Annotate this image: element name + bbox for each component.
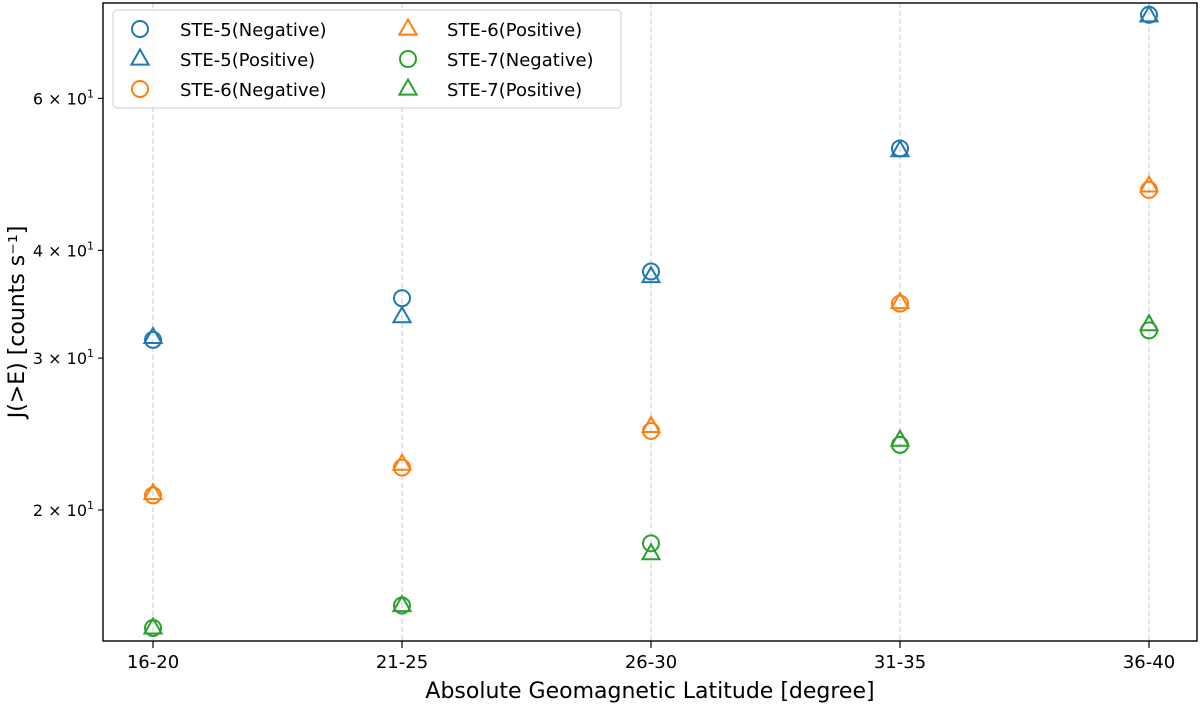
y-axis-label: J(>E) [counts s⁻¹] — [5, 226, 30, 421]
y-tick-label: 6 × 101 — [33, 87, 94, 108]
legend-marker-triangle — [397, 17, 419, 36]
legend-marker-circle — [131, 20, 149, 38]
x-tick-label: 36-40 — [1123, 652, 1175, 673]
y-tick-label: 4 × 101 — [33, 239, 94, 260]
data-point-circle — [144, 330, 162, 349]
legend-marker-triangle — [397, 77, 419, 96]
data-point-triangle — [142, 616, 164, 635]
legend-marker-circle — [131, 80, 149, 98]
data-point-triangle — [889, 428, 911, 447]
data-point-triangle — [391, 452, 413, 471]
y-tick-label: 3 × 101 — [33, 347, 94, 368]
legend-label: STE-7(Negative) — [447, 50, 594, 71]
data-point-triangle — [391, 305, 413, 324]
data-point-circle — [891, 294, 909, 313]
data-point-circle — [642, 534, 660, 553]
legend-label: STE-5(Positive) — [180, 50, 315, 71]
x-tick-label: 31-35 — [874, 652, 926, 673]
data-point-triangle — [142, 325, 164, 344]
data-point-triangle — [142, 482, 164, 501]
data-point-triangle — [1138, 174, 1160, 193]
data-point-triangle — [640, 265, 662, 284]
data-point-triangle — [640, 414, 662, 433]
data-point-triangle — [889, 139, 911, 158]
x-tick-label: 26-30 — [625, 652, 677, 673]
data-point-triangle — [889, 291, 911, 310]
legend-label: STE-6(Negative) — [180, 80, 327, 101]
y-tick-label: 2 × 101 — [33, 499, 94, 520]
plot-frame — [102, 2, 1198, 642]
legend-marker-triangle — [129, 47, 151, 66]
x-axis-label: Absolute Geomagnetic Latitude [degree] — [425, 679, 874, 704]
axes-layer: 16-20 21-25 26-30 31-35 36-40 2 × 101 3 × 101 4… — [33, 87, 1175, 673]
data-point-triangle — [640, 542, 662, 561]
x-tick-label: 16-20 — [127, 652, 179, 673]
legend-label: STE-7(Positive) — [447, 80, 582, 101]
x-tick-label: 21-25 — [376, 652, 428, 673]
legend-frame — [112, 9, 622, 109]
data-point-circle — [642, 262, 660, 281]
legend-marker-circle — [399, 50, 417, 68]
legend: STE-5(Negative) STE-5(Positive) STE-6(Nega… — [112, 9, 622, 109]
data-point-triangle — [1138, 313, 1160, 332]
data-point-triangle — [391, 594, 413, 613]
data-point-triangle — [1138, 4, 1160, 23]
legend-label: STE-5(Negative) — [180, 20, 327, 41]
data-point-circle — [144, 486, 162, 505]
legend-label: STE-6(Positive) — [447, 20, 582, 41]
marks-layer — [142, 4, 1160, 637]
